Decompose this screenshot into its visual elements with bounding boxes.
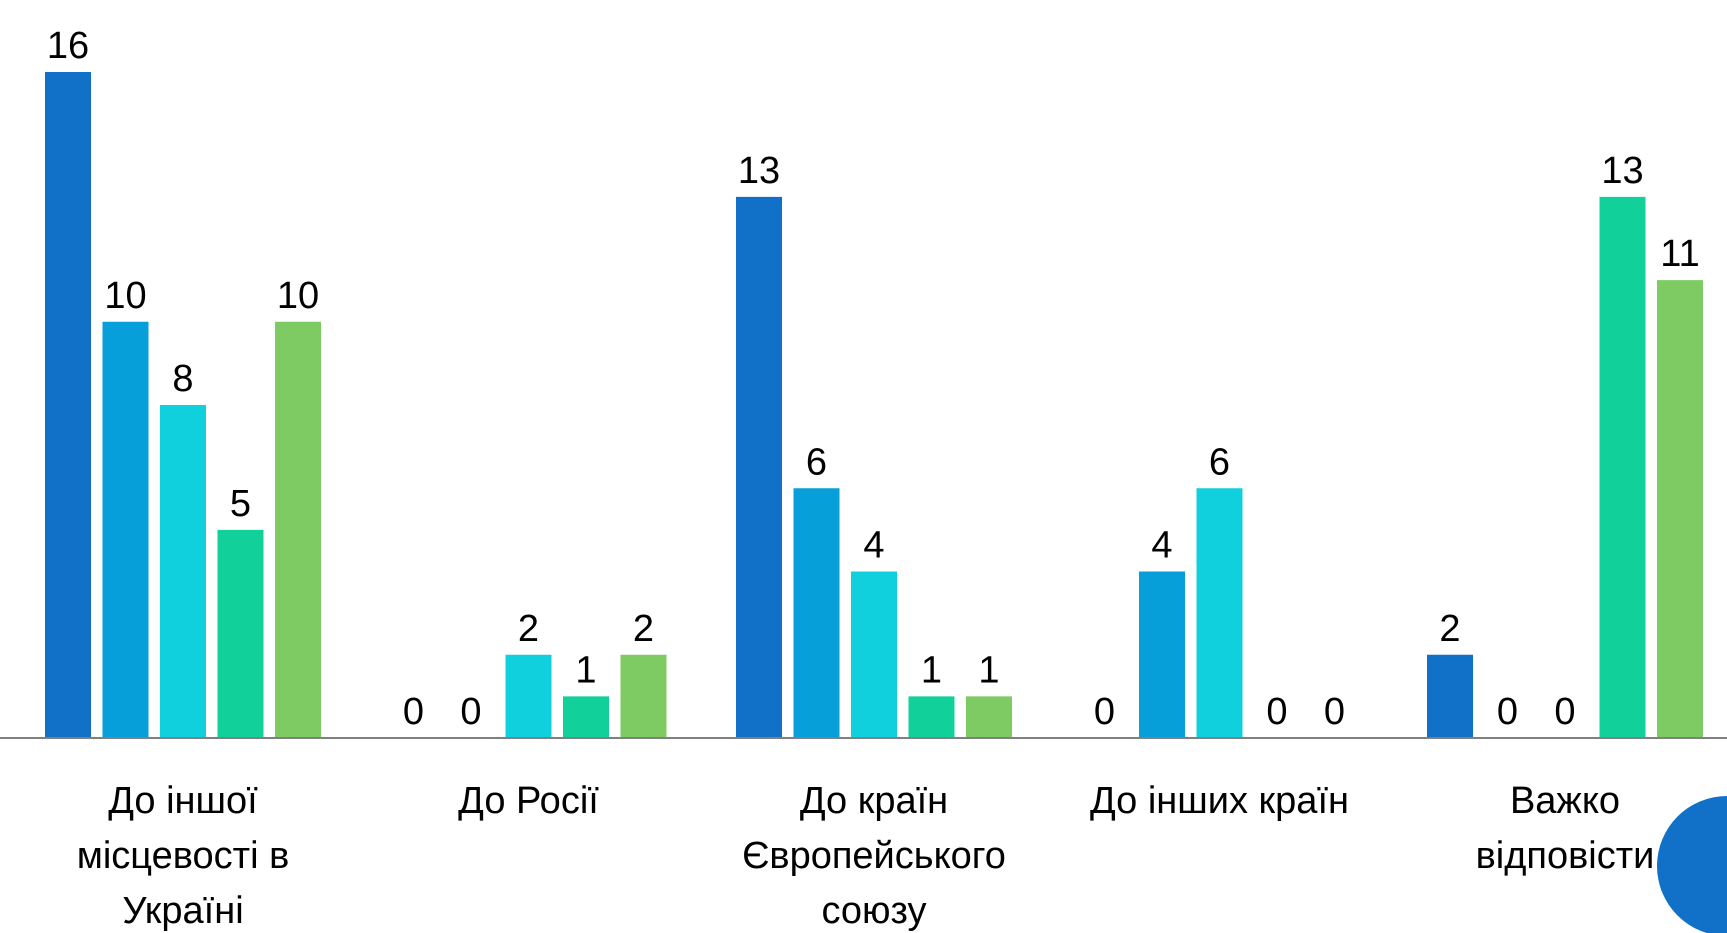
data-label: 0 [1324,691,1345,733]
data-label: 6 [806,441,827,483]
bar [563,696,609,738]
data-label: 5 [230,483,251,525]
data-label: 13 [738,150,780,192]
decorative-circle [1657,796,1727,933]
data-label: 13 [1601,150,1643,192]
bar [1139,571,1185,738]
data-label: 1 [575,649,596,691]
bar [1427,654,1473,738]
bar [736,196,782,738]
bar [908,696,955,738]
bar [966,696,1012,738]
data-label: 1 [978,649,999,691]
bar [620,654,667,738]
category-label: Важко відповісти [1476,780,1655,877]
bar [1599,196,1646,738]
data-label: 0 [1094,691,1115,733]
bar [275,321,321,738]
bar [793,488,840,738]
bar [160,405,206,738]
data-label: 11 [1660,233,1699,275]
data-label: 4 [1151,525,1172,567]
data-label: 10 [104,275,146,317]
category-label: До інших країн [1090,780,1349,822]
category-label: До Росії [458,780,599,822]
data-label: 4 [863,525,884,567]
data-label: 8 [172,358,193,400]
data-label: 0 [1266,691,1287,733]
category-labels-layer: До іншої місцевості в Україні До Росії До кр… [77,780,1655,932]
bar [1196,488,1243,738]
category-label: До країн Європейського союзу [742,780,1006,932]
data-label: 0 [1497,691,1518,733]
bar [45,72,91,738]
data-label: 0 [403,691,424,733]
data-label: 6 [1209,441,1230,483]
bar [217,529,264,738]
bars-layer [45,72,1703,738]
data-label: 0 [460,691,481,733]
data-label: 10 [277,275,319,317]
bar [102,321,149,738]
data-label: 16 [47,25,89,67]
data-label: 2 [633,608,654,650]
data-label: 2 [1439,608,1460,650]
bar [1657,280,1703,738]
data-label: 0 [1554,691,1575,733]
bar [505,654,552,738]
data-label: 2 [518,608,539,650]
bar [851,571,897,738]
category-label: До іншої місцевості в Україні [77,780,290,932]
data-label: 1 [921,649,942,691]
